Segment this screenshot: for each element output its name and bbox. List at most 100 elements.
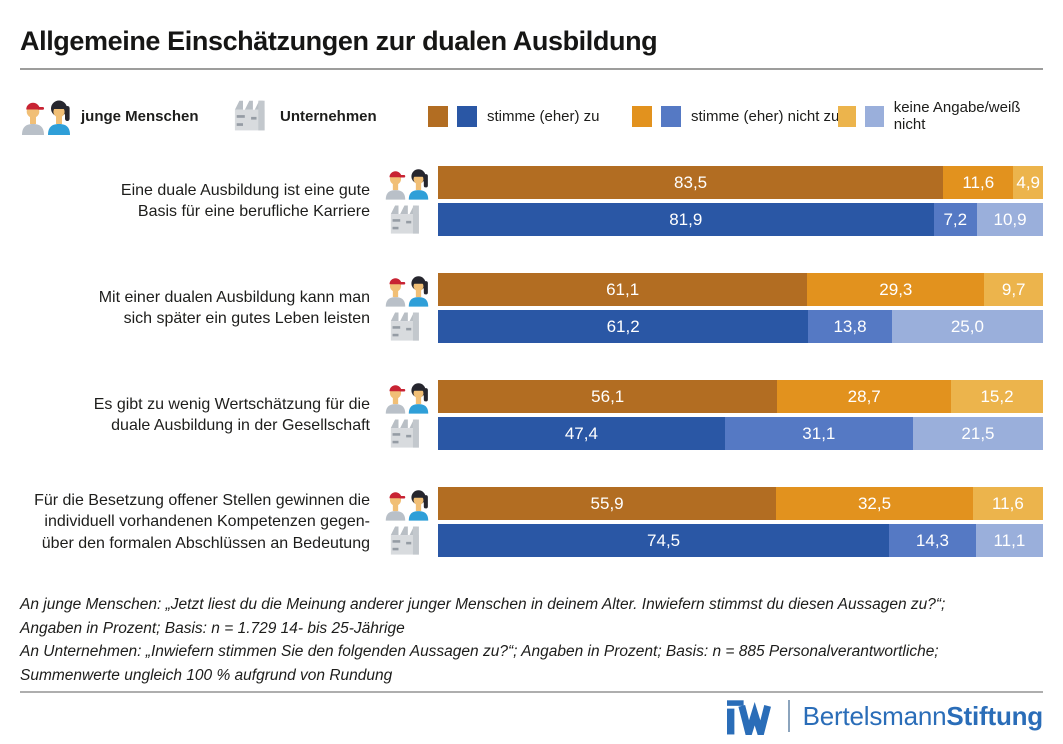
row-icon: [384, 203, 430, 237]
bar-segment: 10,9: [977, 203, 1043, 237]
bar-row-unternehmen: 47,4 31,1 21,5: [384, 417, 1043, 451]
young-people-icon: [384, 486, 430, 522]
bar-segment: 11,6: [972, 487, 1043, 521]
bar-segment: 21,5: [912, 417, 1043, 451]
factory-icon: [389, 524, 425, 558]
bar-value-label: 32,5: [857, 493, 892, 513]
factory-icon: [389, 203, 425, 237]
swatch-unternehmen: [661, 105, 681, 127]
row-icon: [384, 310, 430, 344]
bar-value-label: 28,7: [847, 386, 881, 406]
legend-answer: stimme (eher) nicht zu: [632, 94, 839, 138]
chart-group: Mit einer dualen Ausbildung kann man sich…: [20, 273, 1043, 344]
footnote-line: Summenwerte ungleich 100 % aufgrund von …: [20, 666, 393, 684]
stacked-bar: 56,1 28,7 15,2: [438, 380, 1043, 414]
bar-row-unternehmen: 61,2 13,8 25,0: [384, 310, 1043, 344]
question-label: Mit einer dualen Ausbildung kann man sich…: [98, 288, 370, 328]
bar-segment: 56,1: [438, 380, 778, 414]
bertelsmann-stiftung-logo: BertelsmannStiftung: [803, 701, 1044, 732]
question-label: Es gibt zu wenig Wertschätzung für die du…: [93, 395, 370, 435]
bar-segment: 11,6: [943, 166, 1014, 200]
bar-value-label: 11,6: [991, 493, 1024, 513]
bar-segment: 61,1: [438, 273, 808, 307]
row-icon: [384, 417, 430, 451]
bar-segment: 9,7: [984, 273, 1043, 307]
bar-value-label: 81,9: [669, 209, 703, 229]
legend-actor-unternehmen: Unternehmen: [233, 94, 377, 138]
bar-value-label: 31,1: [802, 423, 836, 443]
bar-segment: 83,5: [438, 166, 944, 200]
bar-value-label: 10,9: [993, 209, 1027, 229]
chart-group: Es gibt zu wenig Wertschätzung für die du…: [20, 380, 1043, 451]
swatch-junge-menschen: [428, 105, 448, 127]
young-people-icon: [384, 272, 430, 308]
bar-segment: 7,2: [933, 203, 978, 237]
bar-value-label: 61,1: [606, 279, 640, 299]
swatch-junge-menschen: [632, 105, 652, 127]
title-divider: [20, 68, 1043, 71]
bar-segment: 55,9: [438, 487, 777, 521]
stacked-bar: 55,9 32,5 11,6: [438, 487, 1043, 521]
bar-value-label: 83,5: [674, 172, 708, 192]
bar-value-label: 56,1: [591, 386, 625, 406]
bar-segment: 11,1: [975, 524, 1043, 558]
bar-value-label: 25,0: [950, 316, 984, 336]
group-rows: 56,1 28,7 15,2 47,4 31,1 21,5: [384, 380, 1043, 451]
bar-segment: 32,5: [776, 487, 973, 521]
legend-answer: stimme (eher) zu: [428, 94, 600, 138]
bar-row-junge-menschen: 61,1 29,3 9,7: [384, 273, 1043, 306]
swatch-unternehmen: [865, 105, 884, 127]
footnotes: An junge Menschen: „Jetzt liest du die M…: [20, 593, 1043, 687]
question-label: Für die Besetzung offener Stellen gewinn…: [34, 492, 370, 552]
legend-actor-label: junge Menschen: [81, 107, 199, 125]
bar-segment: 28,7: [777, 380, 952, 414]
young-people-icon: [384, 165, 430, 201]
footer-divider: [20, 691, 1043, 694]
legend: junge Menschen Unternehmen stimme (eher)…: [20, 94, 1043, 138]
footnote-line: Angaben in Prozent; Basis: n = 1.729 14-…: [20, 619, 405, 637]
stacked-bar: 74,5 14,3 11,1: [438, 524, 1043, 558]
group-rows: 55,9 32,5 11,6 74,5 14,3 11,1: [384, 487, 1043, 558]
bar-segment: 47,4: [438, 417, 725, 451]
bar-value-label: 21,5: [961, 423, 995, 443]
page-title: Allgemeine Einschätzungen zur dualen Aus…: [20, 26, 658, 56]
bar-value-label: 14,3: [915, 530, 950, 550]
factory-icon: [389, 310, 425, 344]
chart-group: Für die Besetzung offener Stellen gewinn…: [20, 487, 1043, 558]
bar-value-label: 4,9: [1016, 172, 1040, 192]
legend-answer-label: stimme (eher) zu: [487, 107, 600, 125]
chart-group: Eine duale Ausbildung ist eine gute Basis…: [20, 166, 1043, 237]
stacked-bar: 61,1 29,3 9,7: [438, 273, 1043, 307]
bar-segment: 61,2: [438, 310, 809, 344]
bar-segment: 29,3: [807, 273, 985, 307]
bar-value-label: 61,2: [606, 316, 640, 336]
bar-segment: 15,2: [951, 380, 1043, 414]
bar-row-junge-menschen: 55,9 32,5 11,6: [384, 487, 1043, 520]
bar-segment: 81,9: [438, 203, 934, 237]
legend-answer-label: keine Angabe/weiß nicht: [893, 99, 1021, 134]
footnote-line: An junge Menschen: „Jetzt liest du die M…: [20, 596, 946, 614]
footer: BertelsmannStiftung: [20, 693, 1043, 737]
group-rows: 83,5 11,6 4,9 81,9 7,2 10,9: [384, 166, 1043, 237]
bar-value-label: 47,4: [564, 423, 598, 443]
bar-value-label: 29,3: [879, 279, 913, 299]
bar-row-unternehmen: 81,9 7,2 10,9: [384, 203, 1043, 237]
bar-segment: 13,8: [808, 310, 892, 344]
bar-row-junge-menschen: 56,1 28,7 15,2: [384, 380, 1043, 413]
row-icon: [384, 272, 430, 308]
factory-icon: [389, 417, 425, 451]
stacked-bar: 61,2 13,8 25,0: [438, 310, 1043, 344]
bar-value-label: 74,5: [647, 530, 681, 550]
bar-segment: 31,1: [724, 417, 913, 451]
bar-value-label: 11,1: [993, 530, 1026, 550]
legend-answer-label: stimme (eher) nicht zu: [691, 107, 840, 125]
bar-value-label: 11,6: [962, 172, 995, 192]
row-icon: [384, 379, 430, 415]
stacked-bar: 81,9 7,2 10,9: [438, 203, 1043, 237]
row-icon: [384, 524, 430, 558]
bar-value-label: 13,8: [833, 316, 867, 336]
factory-icon: [233, 98, 271, 134]
bar-row-junge-menschen: 83,5 11,6 4,9: [384, 166, 1043, 199]
iw-logo: [726, 700, 771, 736]
